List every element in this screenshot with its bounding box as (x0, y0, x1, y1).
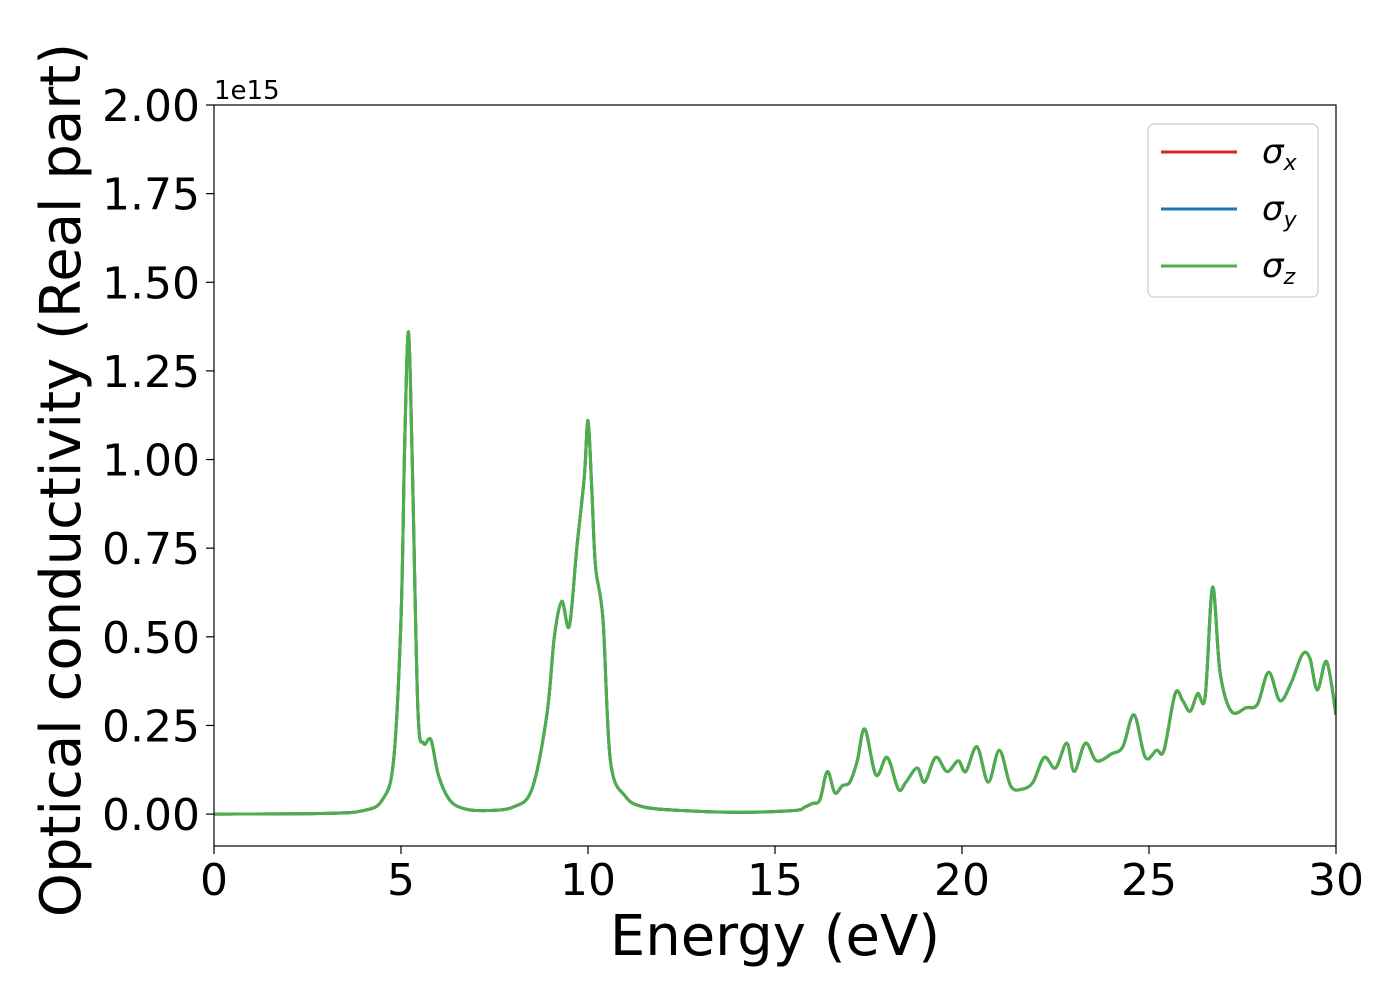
x-tick-label: 30 (1308, 855, 1364, 906)
x-tick-label: 15 (747, 855, 803, 906)
y-tick-label: 1.00 (102, 436, 200, 487)
series-line-σx (214, 330, 1336, 816)
series-line-σy (214, 330, 1336, 816)
series-line-σz (214, 330, 1336, 816)
legend-label-σx: σx (1262, 132, 1298, 176)
y-axis-label: Optical conductivity (Real part) (29, 43, 94, 917)
x-tick-label: 0 (200, 855, 228, 906)
y-tick-label: 0.25 (102, 701, 200, 752)
y-tick-label: 0.75 (102, 524, 200, 575)
x-axis: 0 5 10 15 20 25 30 (200, 846, 1364, 906)
x-tick-label: 20 (934, 855, 990, 906)
legend: σx σy σz (1147, 123, 1319, 298)
legend-label-σz: σz (1262, 246, 1296, 290)
y-tick-label: 1.25 (102, 347, 200, 398)
y-axis: 0.00 0.25 0.50 0.75 1.00 1.25 1.50 1.75 2.00 (102, 81, 214, 841)
y-tick-label: 0.00 (102, 790, 200, 841)
x-tick-label: 10 (560, 855, 616, 906)
y-tick-label: 2.00 (102, 81, 200, 132)
x-tick-label: 25 (1121, 855, 1177, 906)
legend-label-σy: σy (1262, 189, 1298, 233)
y-tick-label: 1.50 (102, 258, 200, 309)
y-offset-label: 1e15 (214, 76, 280, 106)
y-tick-label: 1.75 (102, 170, 200, 221)
x-axis-label: Energy (eV) (610, 904, 940, 969)
x-tick-label: 5 (387, 855, 415, 906)
y-tick-label: 0.50 (102, 613, 200, 664)
series-lines (214, 330, 1336, 816)
